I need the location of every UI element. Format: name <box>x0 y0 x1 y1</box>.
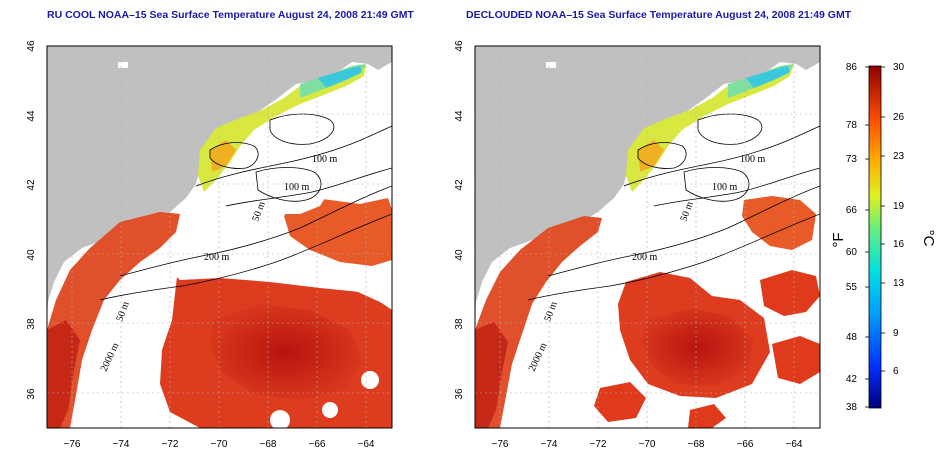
lat-tick-label: 44 <box>454 110 465 122</box>
celsius-tick-label: 19 <box>893 201 905 212</box>
contour-label: 100 m <box>740 154 766 165</box>
contour-label: 100 m <box>312 154 338 165</box>
lon-tick-label: −64 <box>358 439 375 450</box>
lon-tick-label: −72 <box>162 439 179 450</box>
fahrenheit-tick-label: 86 <box>846 62 858 73</box>
sst-warm-coastal <box>47 212 180 428</box>
colorbar-gradient <box>868 65 882 409</box>
lon-tick-label: −64 <box>786 439 803 450</box>
fahrenheit-tick-label: 60 <box>846 247 858 258</box>
sst-warm-coastal <box>475 216 602 428</box>
lon-tick-label: −76 <box>64 439 81 450</box>
contour-label: 200 m <box>204 252 230 263</box>
lat-tick-label: 42 <box>26 179 37 191</box>
fahrenheit-tick-label: 42 <box>846 374 858 385</box>
map-frame <box>474 45 821 429</box>
bathymetry-contours <box>99 113 392 301</box>
contour-label: 100 m <box>712 182 738 193</box>
celsius-tick-label: 9 <box>893 328 899 339</box>
lon-tick-label: −72 <box>590 439 607 450</box>
lat-tick-label: 42 <box>454 179 465 191</box>
lat-tick-label: 38 <box>454 318 465 330</box>
fahrenheit-scale: 86 78 73 66 60 55 48 42 38 <box>846 62 869 413</box>
temperature-colorbar: 86 78 73 66 60 55 48 42 38 30 26 23 19 1… <box>830 62 937 413</box>
lon-tick-label: −70 <box>211 439 228 450</box>
left-sst-map: 100 m 100 m 50 m 200 m 50 m 2000 m <box>46 45 393 429</box>
graticule <box>47 46 392 428</box>
fahrenheit-tick-label: 66 <box>846 205 858 216</box>
land-mass <box>728 46 820 66</box>
fahrenheit-tick-label: 78 <box>846 120 858 131</box>
right-map-lat-axis: 46 44 42 40 38 36 <box>454 40 465 400</box>
lat-tick-label: 44 <box>26 110 37 122</box>
left-map-lon-axis: −76 −74 −72 −70 −68 −66 −64 <box>64 439 375 450</box>
left-map-title: RU COOL NOAA–15 Sea Surface Temperature … <box>47 9 414 21</box>
fahrenheit-tick-label: 55 <box>846 282 858 293</box>
lat-tick-label: 40 <box>454 249 465 261</box>
lon-tick-label: −66 <box>309 439 326 450</box>
lon-tick-label: −70 <box>639 439 656 450</box>
fahrenheit-tick-label: 38 <box>846 402 858 413</box>
celsius-tick-label: 23 <box>893 151 905 162</box>
land-mass <box>300 46 392 66</box>
celsius-tick-label: 30 <box>893 62 905 73</box>
fahrenheit-unit-label: °F <box>830 232 847 247</box>
lat-tick-label: 40 <box>26 249 37 261</box>
lat-tick-label: 46 <box>26 40 37 52</box>
lon-tick-label: −66 <box>737 439 754 450</box>
land-mass <box>475 46 820 320</box>
map-frame <box>46 45 393 429</box>
lat-tick-label: 36 <box>454 388 465 400</box>
lat-tick-label: 46 <box>454 40 465 52</box>
right-sst-map: 100 m 100 m 50 m 200 m 50 m 2000 m <box>474 45 821 429</box>
contour-label: 200 m <box>632 252 658 263</box>
celsius-scale: 30 26 23 19 16 13 9 6 <box>881 62 905 377</box>
celsius-tick-label: 16 <box>893 239 905 250</box>
lon-tick-label: −74 <box>541 439 558 450</box>
celsius-tick-label: 13 <box>893 278 905 289</box>
lat-tick-label: 38 <box>26 318 37 330</box>
lon-tick-label: −76 <box>492 439 509 450</box>
land-mass <box>47 46 392 320</box>
celsius-unit-label: °C <box>920 230 937 247</box>
contour-label: 100 m <box>284 182 310 193</box>
lon-tick-label: −68 <box>260 439 277 450</box>
left-map-lat-axis: 46 44 42 40 38 36 <box>26 40 37 400</box>
fahrenheit-tick-label: 73 <box>846 154 858 165</box>
right-map-title: DECLOUDED NOAA–15 Sea Surface Temperatur… <box>466 9 852 21</box>
lon-tick-label: −68 <box>688 439 705 450</box>
right-map-lon-axis: −76 −74 −72 −70 −68 −66 −64 <box>492 439 803 450</box>
celsius-tick-label: 6 <box>893 366 899 377</box>
lat-tick-label: 36 <box>26 388 37 400</box>
celsius-tick-label: 26 <box>893 112 905 123</box>
fahrenheit-tick-label: 48 <box>846 332 858 343</box>
lon-tick-label: −74 <box>113 439 130 450</box>
graticule <box>475 46 820 428</box>
